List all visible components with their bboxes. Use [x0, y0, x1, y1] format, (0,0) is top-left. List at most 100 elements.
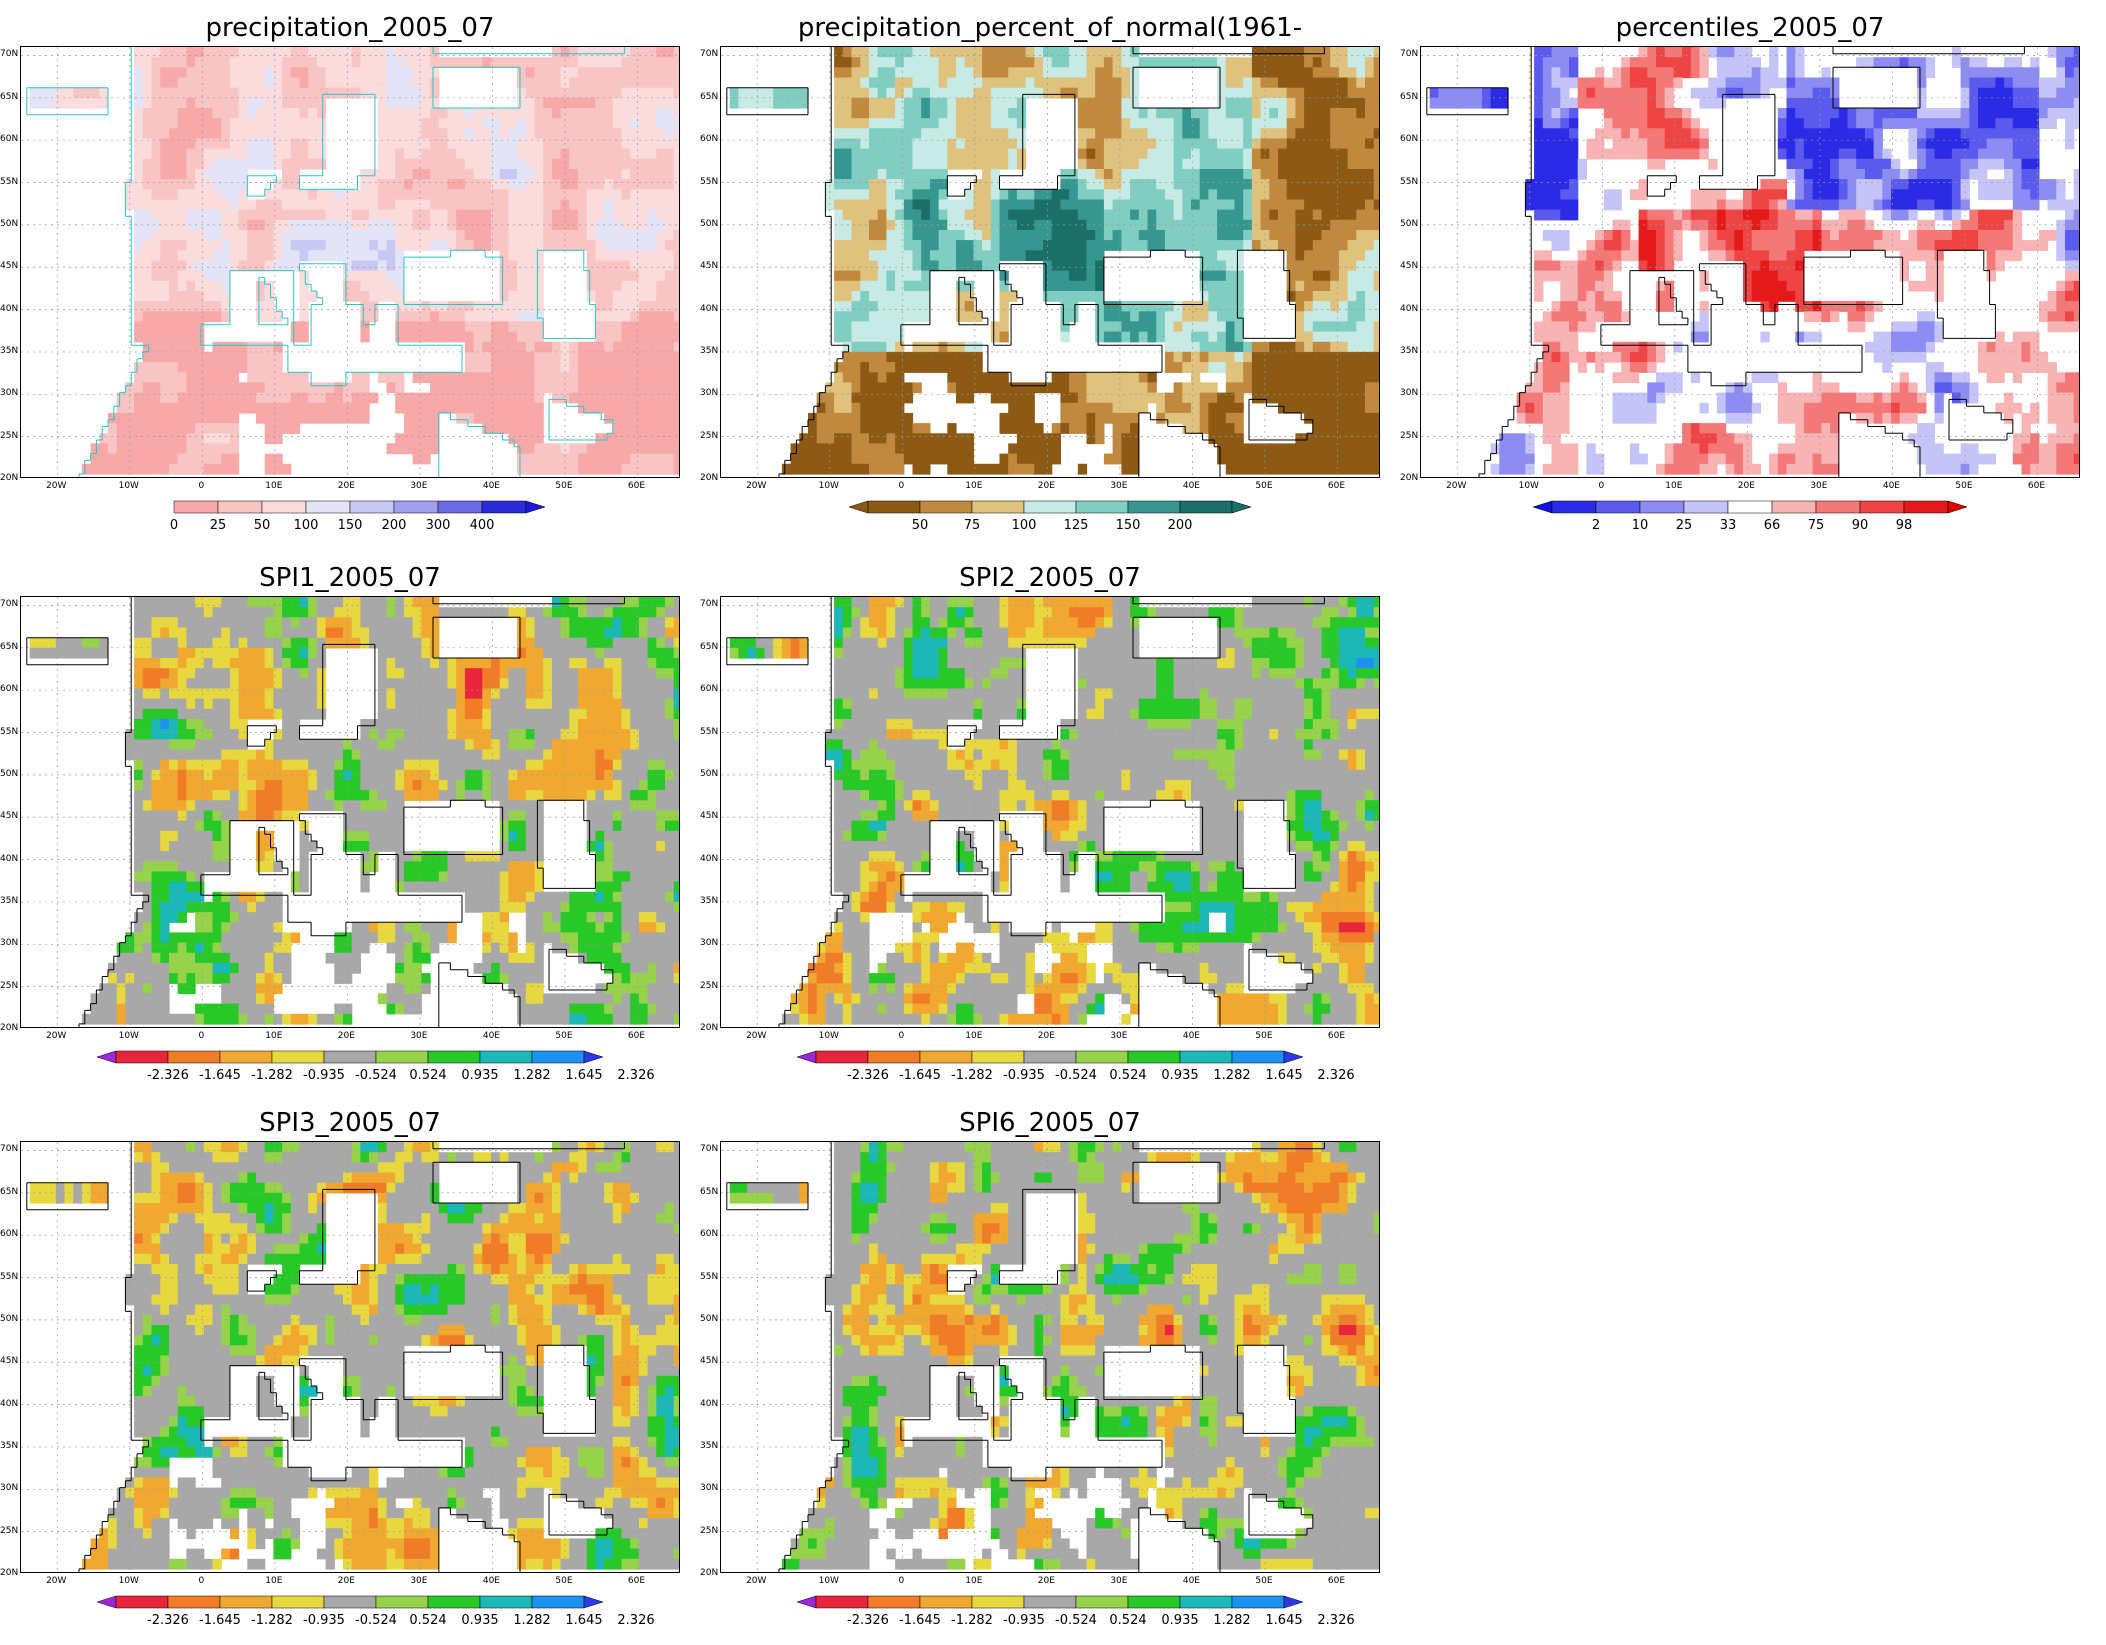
map-canvas [721, 47, 1380, 478]
colorbar-swatch [376, 1596, 428, 1608]
colorbar-label: -1.282 [942, 1068, 1002, 1083]
lon-tick-label: 40E [471, 1031, 511, 1041]
colorbar-label: 1.282 [1202, 1613, 1262, 1628]
lat-tick-label: 50N [0, 769, 20, 779]
colorbar-swatch [168, 1596, 220, 1608]
map-field-cells [730, 1142, 1380, 1570]
lat-tick-label: 65N [0, 642, 20, 652]
colorbar-swatches [796, 1050, 1304, 1066]
lat-tick-label: 40N [1400, 304, 1420, 314]
lon-tick-label: 60E [1316, 481, 1356, 491]
lon-tick-label: 30E [1799, 481, 1839, 491]
colorbar-swatch [438, 501, 482, 513]
lon-tick-label: 30E [399, 1576, 439, 1586]
lon-tick-label: 50E [544, 1031, 584, 1041]
lat-tick-label: 55N [0, 727, 20, 737]
lat-tick-label: 45N [0, 261, 20, 271]
colorbar-swatches [154, 500, 546, 516]
colorbar-swatch [1076, 1051, 1128, 1063]
lat-tick-label: 65N [700, 92, 720, 102]
lat-tick-label: 45N [1400, 261, 1420, 271]
map-area [1420, 46, 2080, 478]
lon-tick-label: 20E [326, 1576, 366, 1586]
map-area [20, 46, 680, 478]
lon-tick-label: 10E [1654, 481, 1694, 491]
lat-tick-label: 65N [700, 1187, 720, 1197]
lat-tick-label: 55N [700, 1272, 720, 1282]
colorbar-swatch [816, 1596, 868, 1608]
lat-tick-label: 30N [700, 388, 720, 398]
lat-tick-label: 45N [0, 811, 20, 821]
colorbar-max-arrow [1284, 1051, 1303, 1063]
colorbar-label: 98 [1874, 518, 1934, 533]
colorbar-swatch [1232, 1051, 1284, 1063]
colorbar-swatch [482, 501, 526, 513]
lat-tick-label: 70N [0, 49, 20, 59]
lon-tick-label: 50E [1244, 1031, 1284, 1041]
colorbar-swatch [816, 1051, 868, 1063]
colorbar-label: 0.935 [1150, 1068, 1210, 1083]
lat-tick-label: 35N [700, 346, 720, 356]
lat-tick-label: 30N [0, 1483, 20, 1493]
colorbar-swatch [1684, 501, 1728, 513]
colorbar-label: -2.326 [838, 1068, 898, 1083]
lon-tick-label: 0 [881, 1576, 921, 1586]
lon-tick-label: 10W [1509, 481, 1549, 491]
colorbar-swatch [1128, 501, 1180, 513]
lat-tick-label: 60N [700, 134, 720, 144]
panel-title: SPI3_2005_07 [0, 1105, 700, 1141]
colorbar-label: -1.282 [242, 1613, 302, 1628]
lon-tick-label: 40E [471, 1576, 511, 1586]
lon-tick-label: 20W [36, 1576, 76, 1586]
lon-tick-label: 50E [544, 481, 584, 491]
lon-tick-label: 30E [1099, 1031, 1139, 1041]
colorbar-min-arrow [97, 1051, 116, 1063]
lon-tick-label: 40E [1871, 481, 1911, 491]
colorbar-label: 1.645 [1254, 1068, 1314, 1083]
map-field-cells [1430, 47, 2080, 475]
lat-tick-label: 20N [700, 473, 720, 483]
lon-tick-label: 50E [544, 1576, 584, 1586]
colorbar-label: -1.645 [190, 1068, 250, 1083]
colorbar-label: 0.524 [398, 1613, 458, 1628]
panel-title: SPI1_2005_07 [0, 560, 700, 596]
lon-tick-label: 0 [1581, 481, 1621, 491]
colorbar-swatch [1128, 1596, 1180, 1608]
map-area [20, 1141, 680, 1573]
colorbar-label: 400 [452, 518, 512, 533]
lon-tick-label: 0 [181, 1031, 221, 1041]
colorbar-swatch [1024, 1051, 1076, 1063]
lat-tick-label: 60N [0, 134, 20, 144]
lon-tick-label: 60E [2016, 481, 2056, 491]
colorbar-label: -1.282 [942, 1613, 1002, 1628]
lat-tick-label: 40N [0, 304, 20, 314]
lon-tick-label: 30E [1099, 1576, 1139, 1586]
lat-tick-label: 30N [0, 388, 20, 398]
lat-tick-label: 45N [700, 1356, 720, 1366]
colorbar-swatches [96, 1595, 604, 1611]
colorbar-min-arrow [1533, 501, 1552, 513]
lat-tick-label: 50N [700, 1314, 720, 1324]
colorbar-label: 0.524 [1098, 1613, 1158, 1628]
colorbar-label: 0.524 [398, 1068, 458, 1083]
colorbar-swatch [1076, 1596, 1128, 1608]
panel-title: percentiles_2005_07 [1400, 10, 2100, 46]
colorbar-swatch [920, 1051, 972, 1063]
lon-tick-label: 60E [616, 1031, 656, 1041]
colorbar-swatch [272, 1051, 324, 1063]
colorbar-max-arrow [584, 1596, 603, 1608]
lat-tick-label: 55N [0, 177, 20, 187]
lon-tick-label: 0 [181, 1576, 221, 1586]
lat-tick-label: 35N [0, 1441, 20, 1451]
colorbar-swatch [1024, 1596, 1076, 1608]
lat-tick-label: 20N [700, 1568, 720, 1578]
colorbar-swatch [376, 1051, 428, 1063]
colorbar-label: -1.645 [890, 1613, 950, 1628]
colorbar-label: 1.645 [554, 1068, 614, 1083]
colorbar-swatch [272, 1596, 324, 1608]
colorbar-label: 1.282 [1202, 1068, 1262, 1083]
